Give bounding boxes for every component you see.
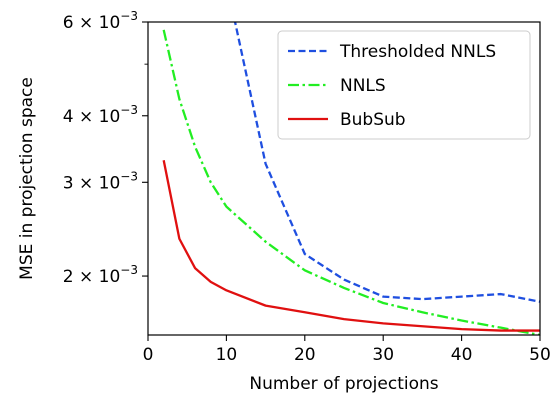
series-line-nnls xyxy=(162,29,540,335)
legend-box xyxy=(277,30,531,140)
x-tick-label: 30 xyxy=(372,345,394,365)
x-tick-label: 50 xyxy=(529,345,551,365)
series-line-thresholded-nnls xyxy=(233,22,540,303)
y-axis-label: MSE in projection space xyxy=(17,77,37,280)
x-tick-label: 10 xyxy=(216,345,238,365)
y-tick-label: 4 × 10−3 xyxy=(63,103,138,127)
x-tick-label: 40 xyxy=(451,345,473,365)
plot-frame xyxy=(147,21,541,336)
y-axis: 2 × 10−3 3 × 10−3 4 × 10−3 6 × 10−3 xyxy=(63,9,148,287)
legend: Thresholded NNLS NNLS BubSub xyxy=(277,30,531,140)
plot-lines xyxy=(162,22,540,335)
x-axis-label: Number of projections xyxy=(249,374,438,394)
legend-label: NNLS xyxy=(340,76,386,96)
legend-label: BubSub xyxy=(340,110,406,130)
y-tick-label: 6 × 10−3 xyxy=(63,9,138,33)
legend-label: Thresholded NNLS xyxy=(339,42,496,62)
x-axis: 0 10 20 30 40 50 xyxy=(143,335,551,365)
y-tick-label: 3 × 10−3 xyxy=(63,169,138,193)
x-tick-label: 0 xyxy=(143,345,154,365)
x-tick-label: 20 xyxy=(294,345,316,365)
y-tick-label: 2 × 10−3 xyxy=(63,263,138,287)
series-line-bubsub xyxy=(162,160,540,332)
